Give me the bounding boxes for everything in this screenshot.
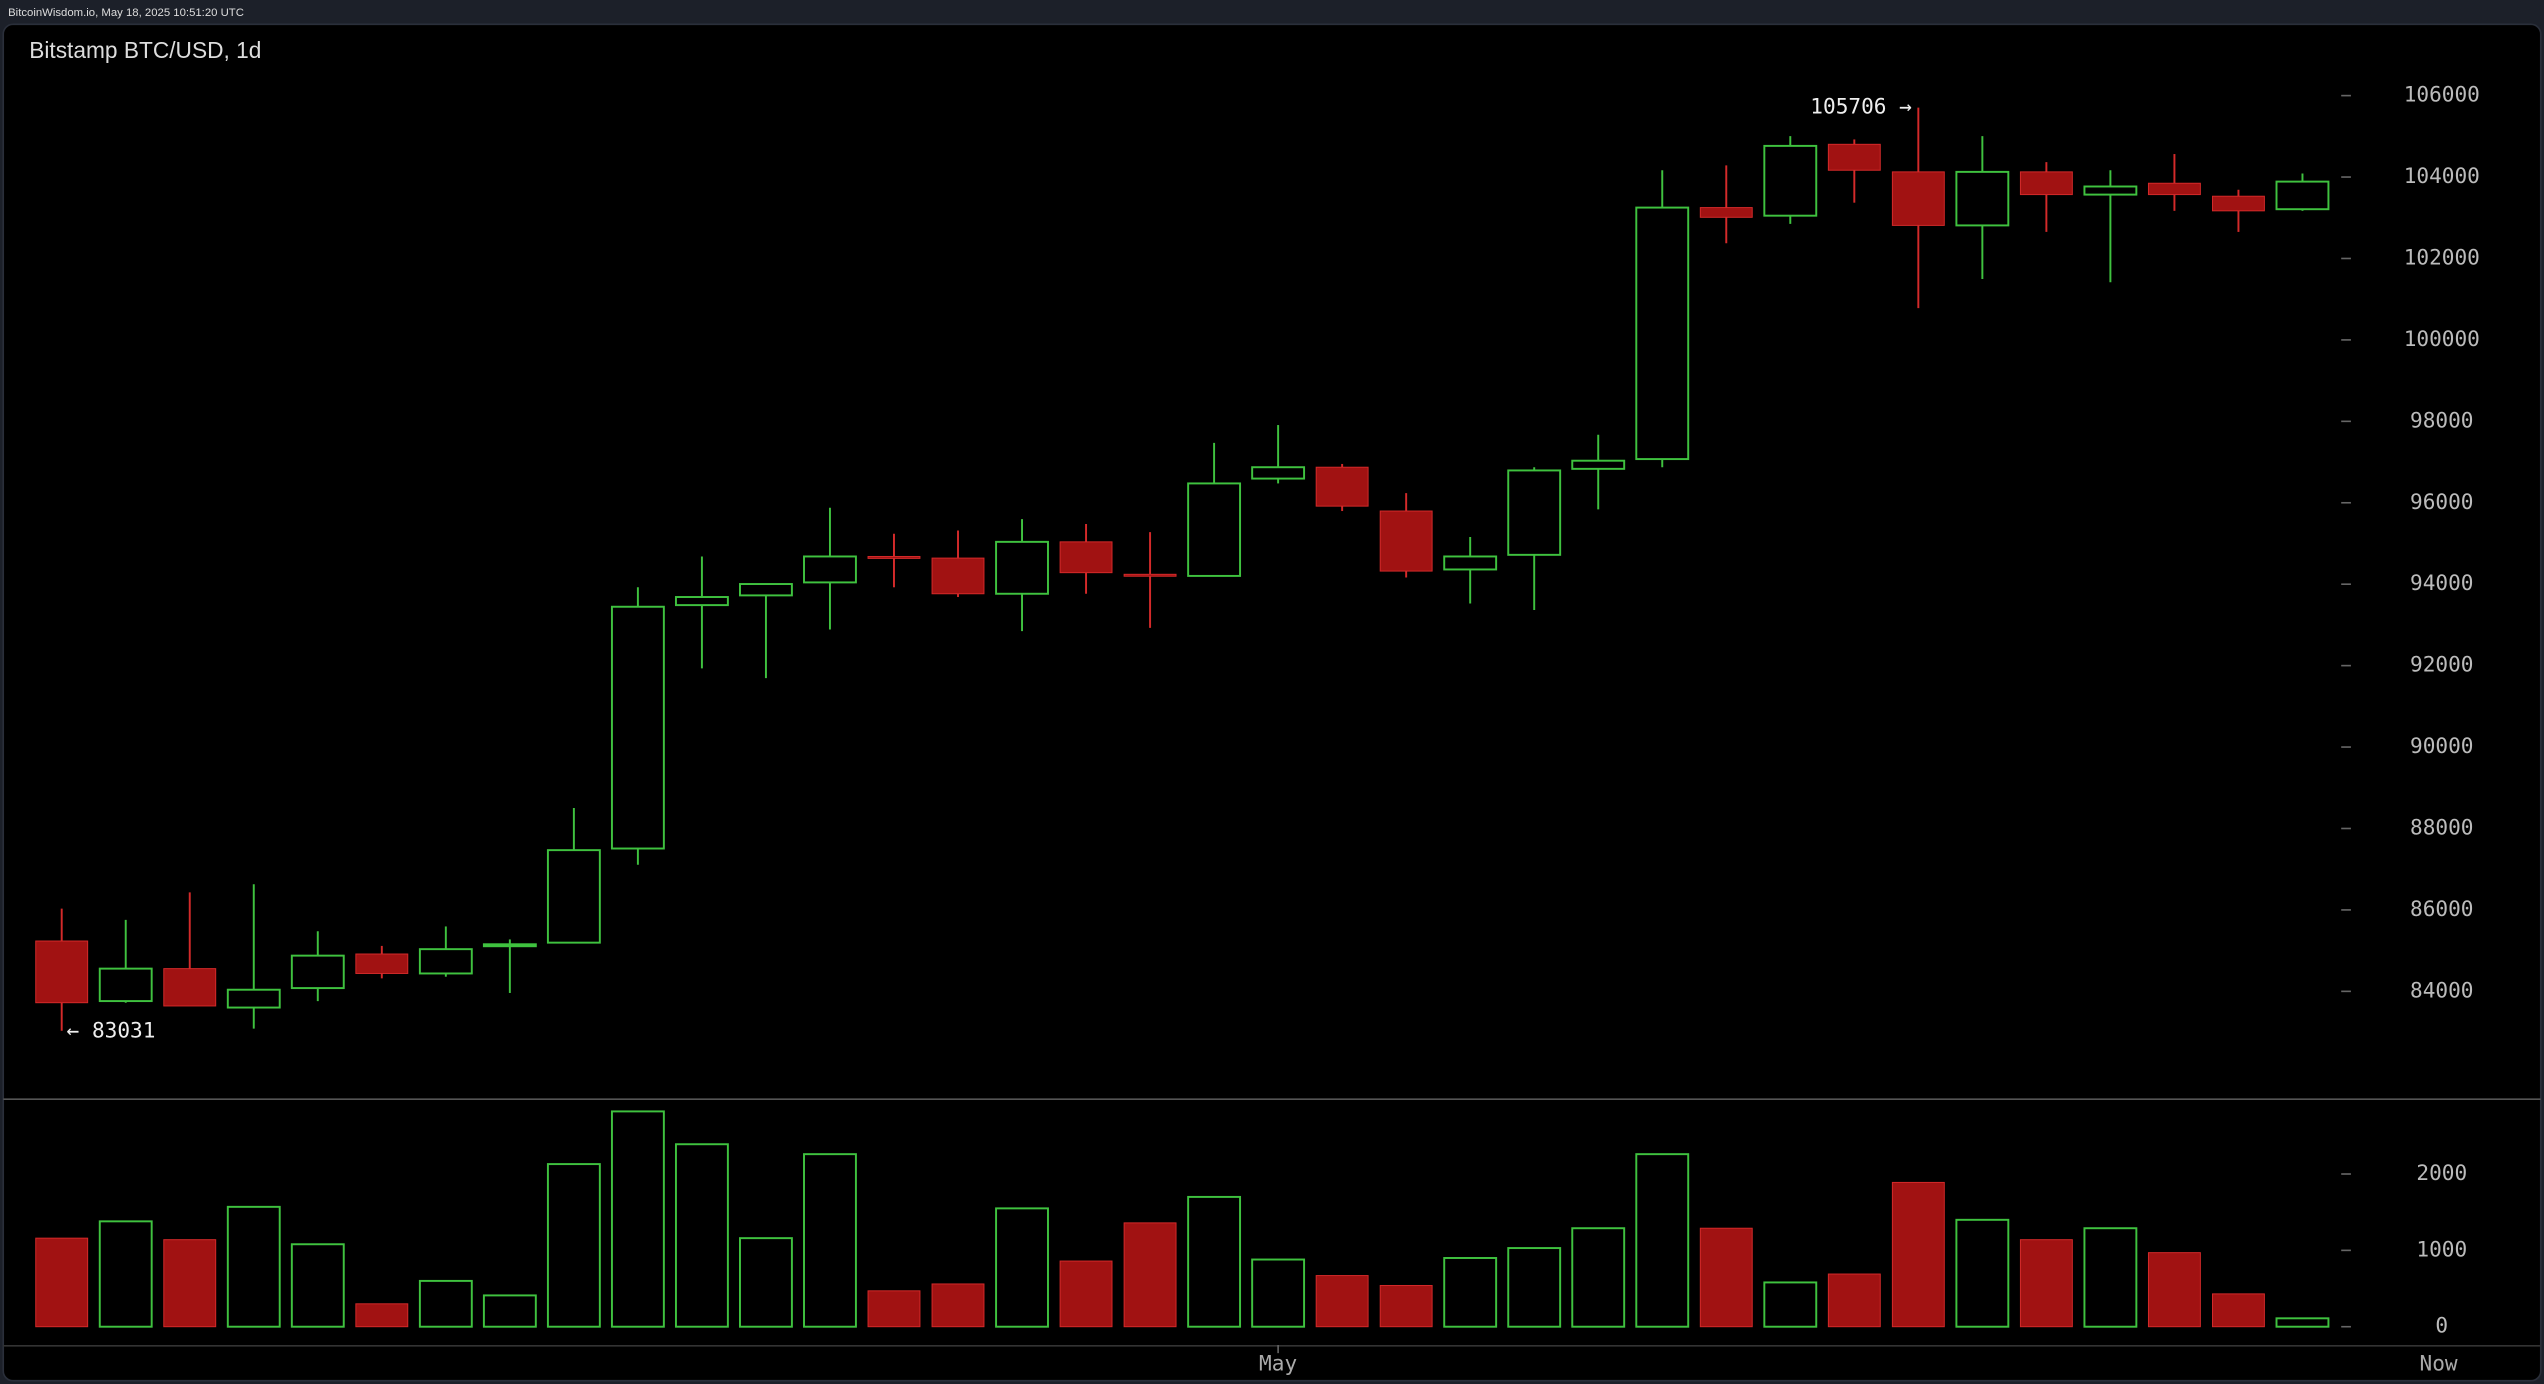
candle-body [1187,482,1242,577]
y-tick-label: 102000 [2404,244,2480,269]
candle-body [803,555,857,584]
volume-bar [1443,1257,1498,1328]
volume-bar [931,1283,985,1328]
y-tick-label: 84000 [2410,977,2473,1002]
volume-bar [739,1237,793,1328]
volume-bar [1891,1181,1945,1328]
volume-bar [1763,1281,1818,1328]
candle-body [1251,466,1306,480]
header: BitcoinWisdom.io, May 18, 2025 10:51:20 … [8,7,244,19]
volume-bar [1827,1273,1881,1328]
candle-body [1891,171,1945,226]
volume-bar [290,1243,345,1328]
volume-bar [482,1294,537,1328]
candle-body [1763,144,1818,217]
candle-body [1571,459,1626,470]
candle-body [674,596,729,607]
volume-bar [226,1205,281,1328]
candle-body [931,557,985,595]
candle-body [739,583,793,597]
max-annotation: 105706 → [1810,94,1912,119]
y-tick-label: 92000 [2410,652,2473,677]
candle-body [1379,510,1433,572]
volume-bar [995,1207,1049,1328]
volume-bar [163,1239,217,1328]
candle-body [2147,182,2201,196]
volume-bar [1059,1260,1113,1328]
y-tick-label: 106000 [2404,82,2480,107]
candle-body [1699,207,1753,218]
volume-bar [2083,1227,2138,1328]
candle-body [546,849,601,944]
candle-body [610,605,665,850]
y2-tick-label: 0 [2435,1313,2448,1338]
y-tick-label: 94000 [2410,570,2473,595]
candle-body [2083,185,2138,196]
y2-tick-label: 1000 [2416,1236,2467,1261]
candle-body [1059,541,1113,574]
y-tick-label: 86000 [2410,896,2473,921]
volume-bar [1699,1227,1753,1328]
volume-bar [98,1220,153,1328]
volume-bar [418,1279,473,1328]
x-tick-label: May [1259,1351,1297,1376]
y-tick-label: 96000 [2410,489,2473,514]
volume-bar [1251,1258,1306,1328]
min-annotation: ← 83031 [67,1018,156,1043]
chart-panel [2,23,2542,1382]
candle-body [1123,573,1177,577]
candle-body [482,943,537,948]
y-tick-label: 104000 [2404,163,2480,188]
volume-bar [1123,1222,1177,1328]
candle-body [418,948,473,975]
volume-bar [1571,1227,1626,1328]
volume-bar [1187,1195,1242,1328]
y2-tick-label: 2000 [2416,1160,2467,1185]
volume-bar [546,1163,601,1328]
volume-bar [1507,1247,1562,1328]
candle-body [995,540,1049,595]
volume-bar [1955,1218,2010,1328]
volume-bar [2275,1317,2330,1328]
volume-bar [2147,1252,2201,1328]
candle-body [1315,466,1369,507]
candle-body [2211,195,2265,212]
candle-body [163,968,217,1007]
y-tick-label: 88000 [2410,814,2473,839]
y-tick-label: 90000 [2410,733,2473,758]
candle-body [1635,206,1690,461]
candle-body [867,555,921,559]
y-tick-label: 98000 [2410,407,2473,432]
candle-body [1955,170,2010,227]
volume-bar [867,1290,921,1328]
candle-body [2019,171,2073,196]
volume-bar [803,1153,857,1328]
candle-body [355,953,409,974]
candle-body [290,954,345,990]
candle-body [1507,469,1562,556]
now-label: Now [2420,1351,2458,1376]
candle-body [1443,555,1498,571]
volume-bar [1379,1284,1433,1328]
candle-body [1827,143,1881,171]
volume-bar [1635,1153,1690,1328]
candle-body [226,988,281,1009]
volume-bar [2019,1239,2073,1328]
volume-bar [35,1237,89,1328]
volume-bar [1315,1275,1369,1328]
volume-bar [2211,1293,2265,1328]
volume-bar [610,1110,665,1328]
volume-bar [355,1303,409,1328]
chart-title: Bitstamp BTC/USD, 1d [29,37,261,63]
candle-body [98,967,153,1003]
y-tick-label: 100000 [2404,326,2480,351]
volume-bar [674,1143,729,1328]
candle-body [35,940,89,1004]
candle-body [2275,180,2330,211]
